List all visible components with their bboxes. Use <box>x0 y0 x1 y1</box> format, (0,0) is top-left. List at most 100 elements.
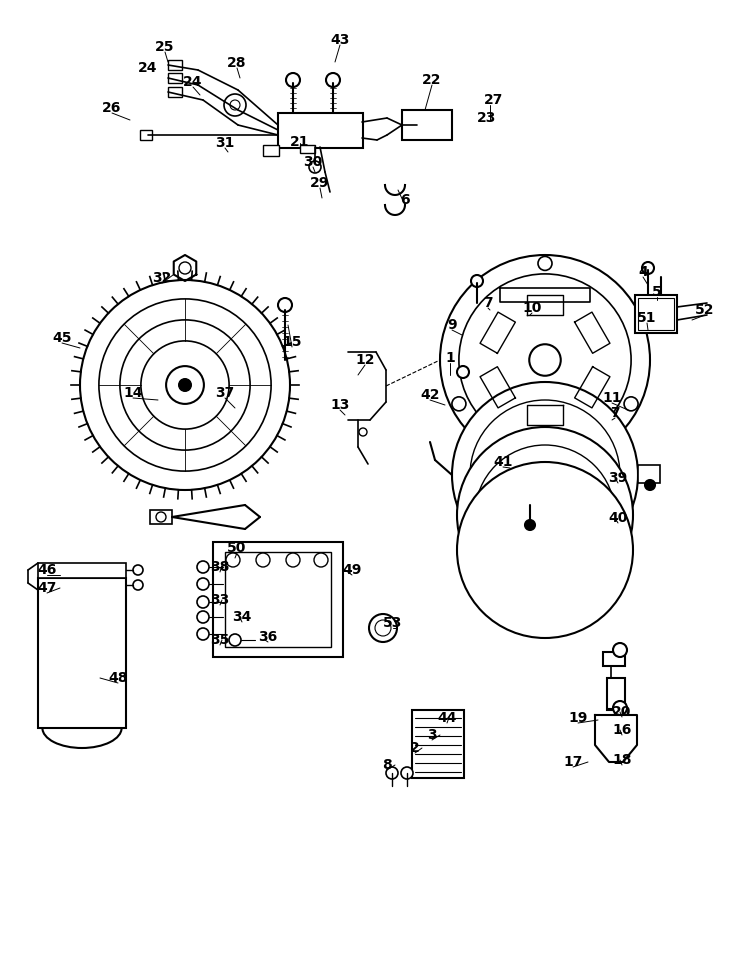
Text: 19: 19 <box>568 711 588 725</box>
Text: 16: 16 <box>612 723 632 737</box>
Bar <box>263 145 279 156</box>
Text: 9: 9 <box>447 318 457 332</box>
Text: 20: 20 <box>612 705 632 719</box>
Text: 27: 27 <box>484 93 504 107</box>
Text: 2: 2 <box>410 741 420 755</box>
Circle shape <box>256 553 270 567</box>
Circle shape <box>470 400 620 550</box>
Circle shape <box>375 620 391 636</box>
Text: 53: 53 <box>383 616 403 630</box>
Text: 1: 1 <box>446 351 454 365</box>
Circle shape <box>401 767 413 779</box>
Text: 32: 32 <box>152 271 172 285</box>
Circle shape <box>440 255 650 465</box>
Bar <box>412 710 464 778</box>
Text: 50: 50 <box>227 541 247 555</box>
Circle shape <box>538 256 552 270</box>
Circle shape <box>369 614 397 642</box>
Text: 49: 49 <box>342 563 362 577</box>
Text: 25: 25 <box>155 40 175 54</box>
Bar <box>402 110 452 140</box>
Circle shape <box>624 397 638 410</box>
Text: 7: 7 <box>483 296 493 310</box>
Circle shape <box>178 378 191 391</box>
Text: 11: 11 <box>602 391 622 405</box>
Circle shape <box>359 428 367 436</box>
Bar <box>168 73 182 83</box>
Text: 10: 10 <box>522 301 542 315</box>
Text: 24: 24 <box>183 75 203 89</box>
Text: 3: 3 <box>427 728 436 742</box>
Circle shape <box>197 578 209 590</box>
Circle shape <box>224 94 246 116</box>
Circle shape <box>314 553 328 567</box>
Text: 5: 5 <box>652 285 662 299</box>
Circle shape <box>525 520 535 530</box>
Bar <box>225 552 331 647</box>
Circle shape <box>141 341 229 429</box>
Circle shape <box>133 565 143 575</box>
Text: 45: 45 <box>53 331 72 345</box>
Circle shape <box>457 427 633 603</box>
Text: 43: 43 <box>330 33 350 47</box>
Circle shape <box>197 561 209 573</box>
Text: 41: 41 <box>494 455 513 469</box>
Text: 18: 18 <box>612 753 632 767</box>
Circle shape <box>230 100 240 110</box>
Text: 36: 36 <box>258 630 278 644</box>
Bar <box>213 542 343 657</box>
Circle shape <box>471 275 483 287</box>
Circle shape <box>120 320 250 450</box>
Bar <box>38 578 126 728</box>
Circle shape <box>530 344 561 375</box>
Text: 4: 4 <box>638 265 648 279</box>
Text: 44: 44 <box>437 711 457 725</box>
Text: 29: 29 <box>310 176 330 190</box>
Text: 8: 8 <box>382 758 392 772</box>
Text: 31: 31 <box>215 136 235 150</box>
Circle shape <box>613 701 627 715</box>
Text: 28: 28 <box>227 56 247 70</box>
Text: 51: 51 <box>638 311 657 325</box>
Circle shape <box>613 643 627 657</box>
Text: 47: 47 <box>38 581 57 595</box>
Text: 46: 46 <box>38 563 57 577</box>
Circle shape <box>133 580 143 590</box>
Circle shape <box>452 397 466 410</box>
Bar <box>638 298 674 330</box>
Bar <box>635 295 677 333</box>
Text: 26: 26 <box>102 101 122 115</box>
Bar <box>168 60 182 70</box>
Bar <box>168 87 182 97</box>
Bar <box>140 130 152 140</box>
Circle shape <box>457 366 469 378</box>
Circle shape <box>99 299 271 471</box>
Text: 35: 35 <box>210 633 230 647</box>
Circle shape <box>226 553 240 567</box>
Circle shape <box>475 445 615 585</box>
Circle shape <box>452 382 638 568</box>
Circle shape <box>278 298 292 312</box>
Bar <box>603 652 625 666</box>
Circle shape <box>386 767 398 779</box>
Circle shape <box>197 611 209 623</box>
Circle shape <box>459 274 631 447</box>
Text: 14: 14 <box>123 386 142 400</box>
Circle shape <box>229 634 241 646</box>
Circle shape <box>642 262 654 274</box>
Circle shape <box>80 280 290 490</box>
Text: 37: 37 <box>215 386 235 400</box>
Text: 6: 6 <box>400 193 410 207</box>
Text: 30: 30 <box>303 155 322 169</box>
Circle shape <box>326 73 340 87</box>
Text: 33: 33 <box>210 593 230 607</box>
Text: 22: 22 <box>422 73 442 87</box>
Text: 52: 52 <box>695 303 715 317</box>
Text: 17: 17 <box>563 755 583 769</box>
Bar <box>638 465 660 483</box>
Text: 39: 39 <box>608 471 628 485</box>
Circle shape <box>197 628 209 640</box>
Text: 15: 15 <box>282 335 302 349</box>
Text: 13: 13 <box>330 398 350 412</box>
Text: 40: 40 <box>608 511 628 525</box>
